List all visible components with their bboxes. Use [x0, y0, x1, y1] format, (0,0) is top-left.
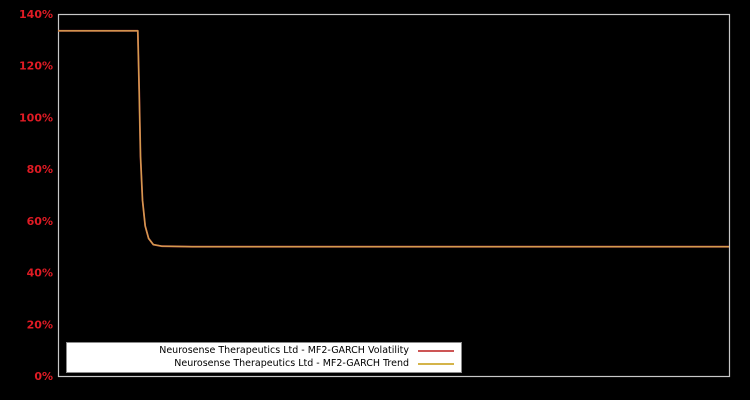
y-tick-label: 60% — [27, 215, 53, 228]
legend-label-trend: Neurosense Therapeutics Ltd - MF2-GARCH … — [174, 358, 409, 369]
legend-line-sample-volatility — [418, 349, 454, 352]
axis-border — [57, 13, 731, 378]
series-line-trend — [58, 30, 729, 248]
legend-label-volatility: Neurosense Therapeutics Ltd - MF2-GARCH … — [159, 345, 409, 356]
y-tick-label: 120% — [19, 60, 53, 73]
y-tick-label: 0% — [34, 370, 53, 383]
legend-row-trend: Neurosense Therapeutics Ltd - MF2-GARCH … — [74, 357, 454, 370]
y-tick-label: 140% — [19, 8, 53, 21]
y-tick-label: 80% — [27, 163, 53, 176]
legend-row-volatility: Neurosense Therapeutics Ltd - MF2-GARCH … — [74, 344, 454, 357]
y-tick-label: 40% — [27, 267, 53, 280]
legend: Neurosense Therapeutics Ltd - MF2-GARCH … — [66, 342, 462, 373]
series-line-volatility — [58, 29, 729, 248]
y-tick-label: 100% — [19, 111, 53, 124]
y-tick-label: 20% — [27, 318, 53, 331]
legend-line-sample-trend — [418, 362, 454, 365]
